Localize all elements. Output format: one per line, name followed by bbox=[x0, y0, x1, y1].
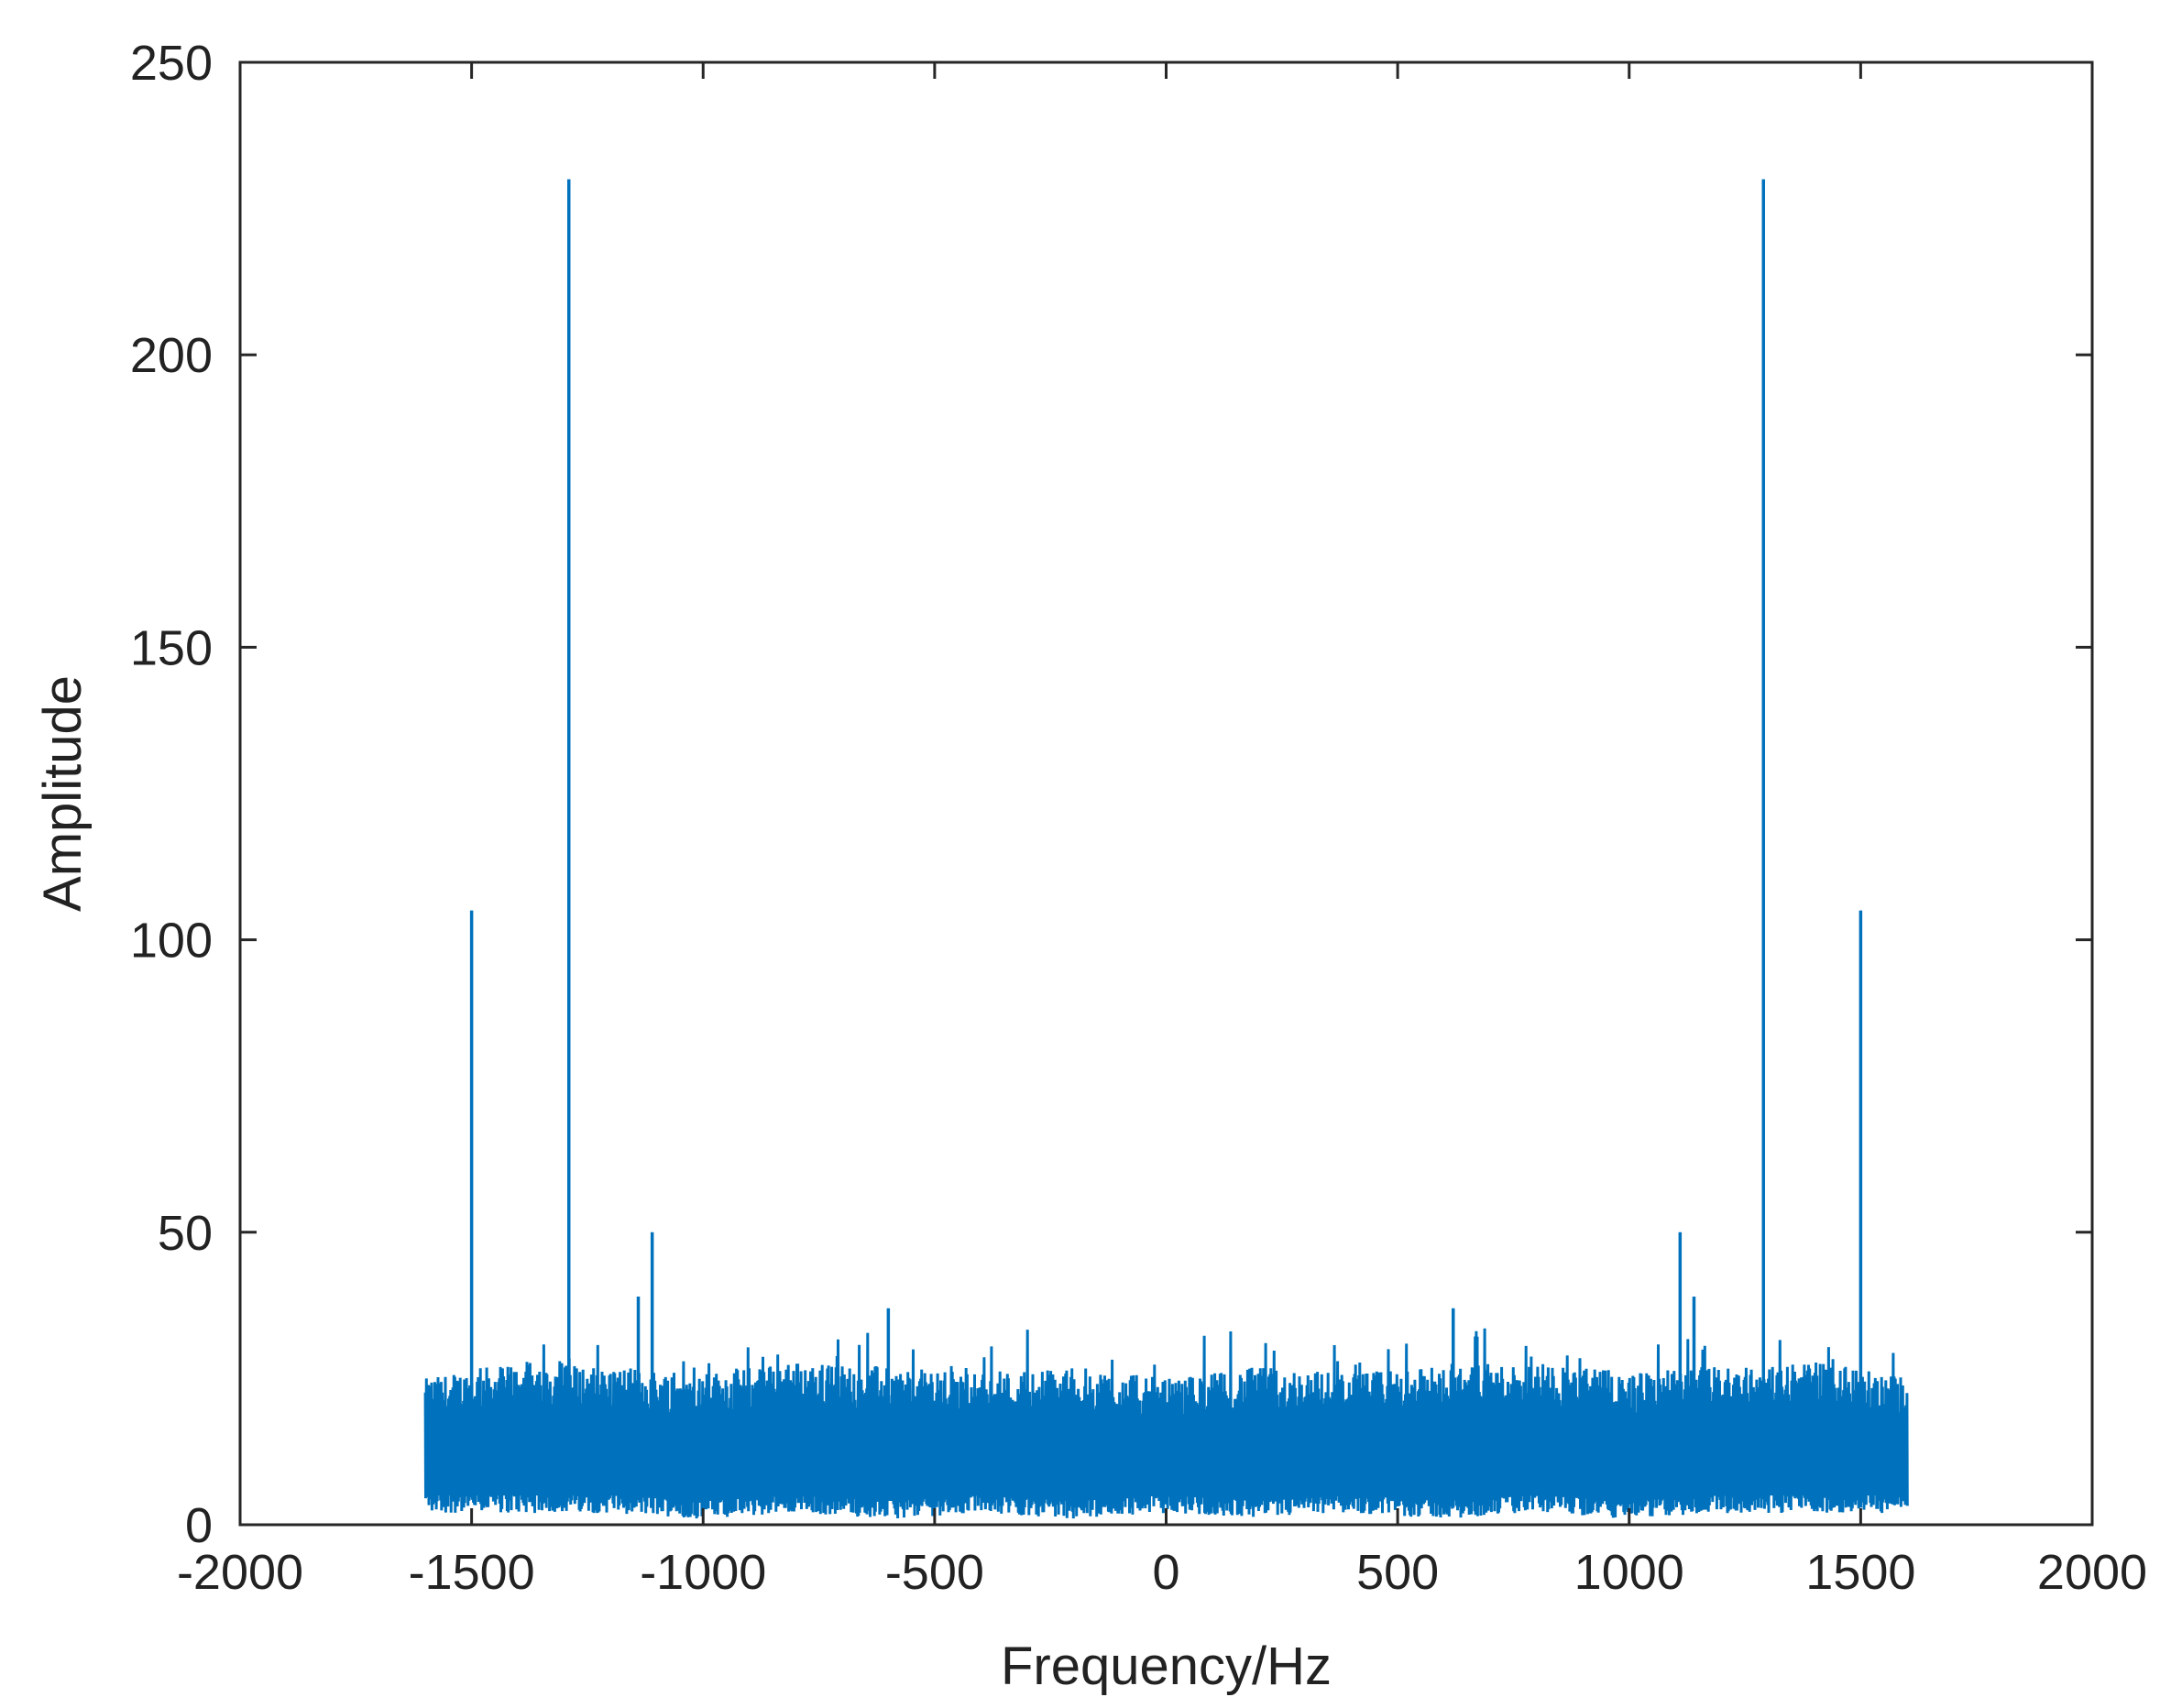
series-layer bbox=[423, 179, 1909, 1519]
x-tick-label-6: 1000 bbox=[1574, 1545, 1684, 1600]
y-tick-label-2: 100 bbox=[130, 914, 213, 969]
x-tick-label-3: -500 bbox=[885, 1545, 984, 1600]
y-tick-label-1: 50 bbox=[158, 1206, 213, 1261]
y-tick-label-3: 150 bbox=[130, 620, 213, 675]
y-tick-label-5: 250 bbox=[130, 36, 213, 91]
x-tick-label-7: 1500 bbox=[1805, 1545, 1915, 1600]
x-tick-label-0: -2000 bbox=[177, 1545, 303, 1600]
x-tick-label-2: -1000 bbox=[640, 1545, 766, 1600]
x-axis-label: Frequency/Hz bbox=[1001, 1637, 1332, 1696]
ticks-layer: -2000 -1500 -1000 -500 0 500 1000 1500 2000 0 50 10… bbox=[130, 36, 2147, 1600]
series-0-noise-core bbox=[425, 1407, 1907, 1501]
y-tick-label-0: 0 bbox=[185, 1498, 213, 1553]
x-tick-label-8: 2000 bbox=[2037, 1545, 2147, 1600]
x-tick-label-5: 500 bbox=[1356, 1545, 1439, 1600]
y-tick-label-4: 200 bbox=[130, 328, 213, 383]
x-tick-label-1: -1500 bbox=[409, 1545, 535, 1600]
x-tick-label-4: 0 bbox=[1152, 1545, 1179, 1600]
y-axis-label: Amplitude bbox=[33, 675, 93, 912]
